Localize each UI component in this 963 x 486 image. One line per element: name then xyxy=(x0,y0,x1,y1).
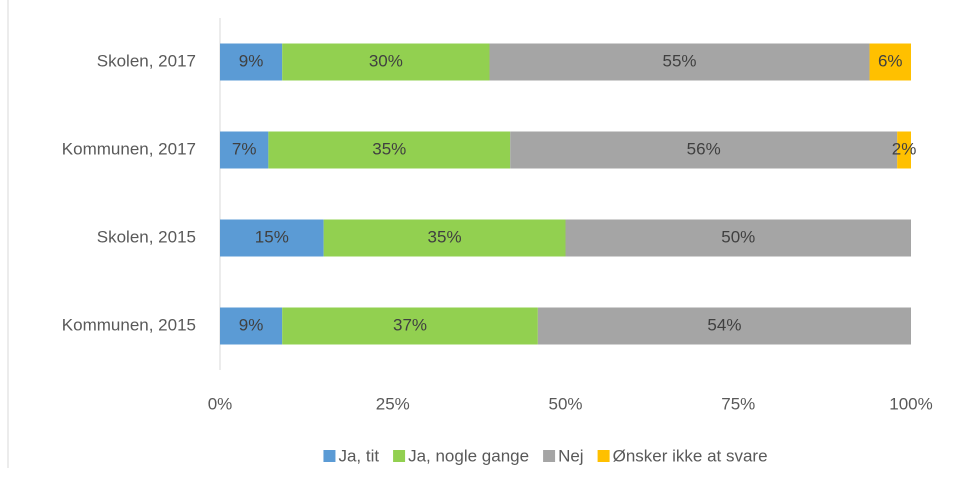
x-tick-label: 50% xyxy=(548,394,582,413)
bar-segment xyxy=(869,43,911,81)
x-tick-label: 25% xyxy=(376,394,410,413)
data-label: 50% xyxy=(721,227,755,246)
data-label: 15% xyxy=(255,227,289,246)
bar-segment xyxy=(220,131,269,169)
data-label: 6% xyxy=(878,51,903,70)
legend-label: Ønsker ikke at svare xyxy=(613,446,768,465)
legend-label: Ja, nogle gange xyxy=(408,446,529,465)
x-tick-label: 100% xyxy=(889,394,932,413)
data-label: 35% xyxy=(372,139,406,158)
y-tick-label: Kommunen, 2017 xyxy=(62,139,196,158)
data-label: 56% xyxy=(687,139,721,158)
data-label: 37% xyxy=(393,315,427,334)
legend-label: Ja, tit xyxy=(338,446,379,465)
data-label: 35% xyxy=(428,227,462,246)
data-label: 55% xyxy=(662,51,696,70)
x-tick-label: 75% xyxy=(721,394,755,413)
legend-swatch xyxy=(393,450,406,462)
bar-segment xyxy=(268,131,511,169)
bar-segment xyxy=(537,307,911,345)
bar-segment xyxy=(897,131,911,169)
y-tick-label: Skolen, 2015 xyxy=(97,227,196,246)
bar-segment xyxy=(282,43,490,81)
bar-segment xyxy=(489,43,870,81)
data-label: 2% xyxy=(892,139,917,158)
bar-segment xyxy=(510,131,898,169)
legend-swatch xyxy=(597,450,610,462)
data-label: 9% xyxy=(239,51,264,70)
y-tick-label: Kommunen, 2015 xyxy=(62,315,196,334)
data-label: 9% xyxy=(239,315,264,334)
bar-segment xyxy=(323,219,566,257)
data-label: 30% xyxy=(369,51,403,70)
data-label: 54% xyxy=(707,315,741,334)
bar-segment xyxy=(220,219,324,257)
bar-segment xyxy=(565,219,911,257)
bar-segment xyxy=(220,307,283,345)
legend-label: Nej xyxy=(558,446,584,465)
legend-swatch xyxy=(543,450,556,462)
x-tick-label: 0% xyxy=(208,394,233,413)
data-label: 7% xyxy=(232,139,257,158)
legend-swatch xyxy=(323,450,336,462)
bar-segment xyxy=(282,307,538,345)
y-tick-label: Skolen, 2017 xyxy=(97,51,196,70)
bar-segment xyxy=(220,43,283,81)
